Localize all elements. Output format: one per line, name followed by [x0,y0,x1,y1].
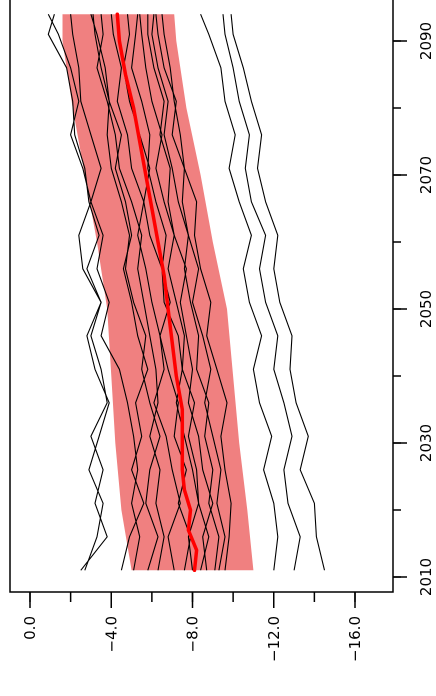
series-line-15 [200,13,279,571]
series-line-8 [139,14,210,571]
series-layer [47,13,326,571]
series-line-7 [131,14,200,571]
series-line-9 [147,14,214,571]
series-line-4 [96,14,165,571]
value-tick-label: −8.0 [184,616,202,652]
series-line-13 [90,14,149,571]
year-tick-label: 2050 [417,290,435,328]
year-tick-label: 2010 [417,558,435,596]
year-tick-label: 2090 [417,22,435,60]
value-tick-label: −12.0 [265,616,283,662]
series-line-16 [222,14,301,571]
series-line-12 [161,14,232,571]
series-line-17 [230,14,326,571]
mean-line-layer [115,12,199,573]
mean-line [115,12,199,573]
series-line-11 [155,14,226,571]
value-tick-label: −4.0 [102,616,120,652]
year-tick-label: 2070 [417,156,435,194]
value-tick-label: −16.0 [346,616,364,662]
axis-layer: 2010 2030 2050 2070 2090 0.0 −4.0 −8.0 −12.0 −16.… [21,22,435,662]
series-line-14 [47,13,110,571]
series-line-2 [70,14,141,571]
series-line-1 [47,14,108,571]
value-tick-label: 0.0 [21,616,39,640]
year-tick-label: 2030 [417,424,435,462]
series-line-3 [92,14,161,571]
series-line-10 [151,14,220,571]
series-line-5 [110,14,181,571]
plot-frame [9,0,394,593]
